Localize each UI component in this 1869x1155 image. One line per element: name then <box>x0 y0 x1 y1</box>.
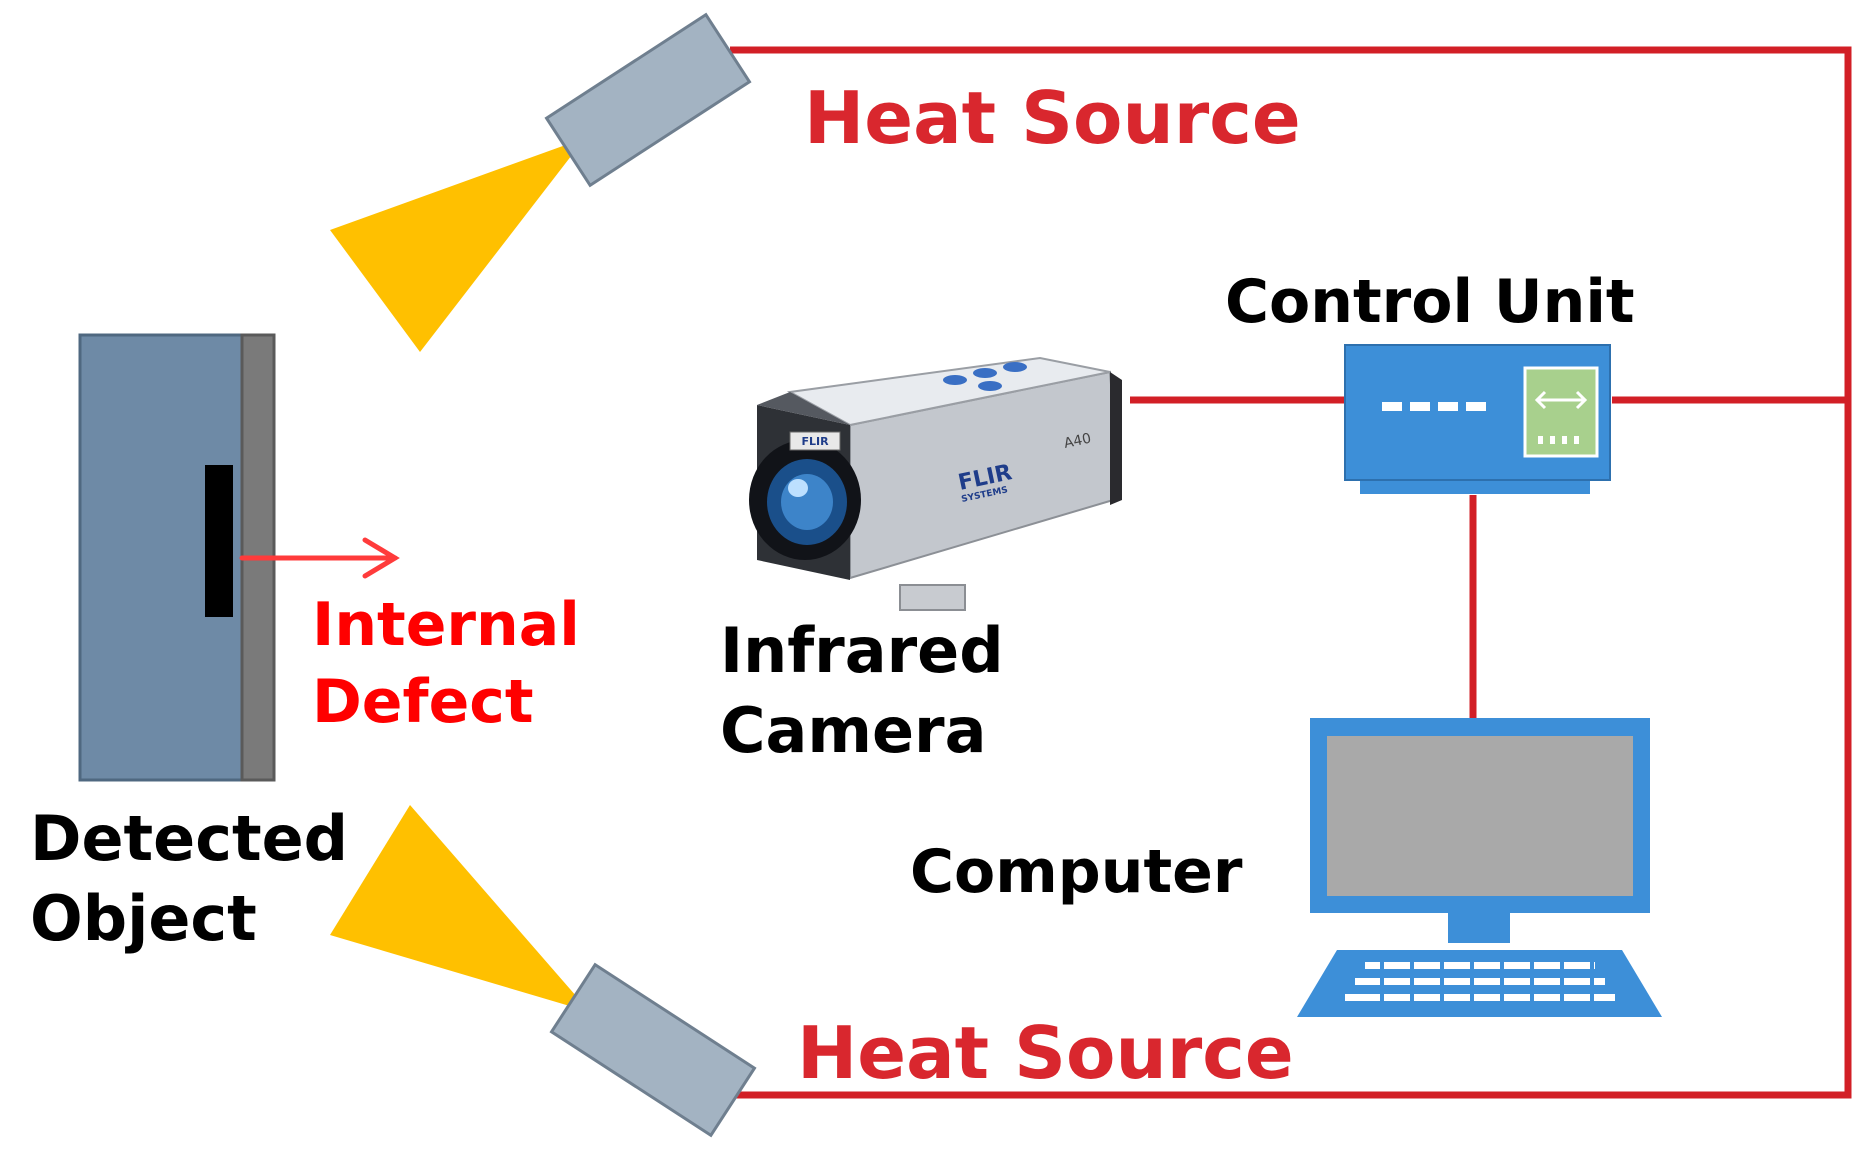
heat-source-top-icon <box>544 12 752 188</box>
infrared-camera-label-line2: Camera <box>720 694 986 767</box>
internal-defect-label-line2: Defect <box>312 667 534 737</box>
internal-defect-label-line1: Internal <box>312 590 580 660</box>
wiring <box>730 46 1852 1099</box>
detected-object <box>78 333 276 782</box>
infrared-camera-label-line1: Infrared <box>720 614 1004 687</box>
camera-model-text: A40 <box>1063 431 1093 452</box>
heat-source-bottom-label: Heat Source <box>797 1011 1294 1095</box>
defect-arrow <box>239 537 400 579</box>
infrared-camera-icon <box>749 356 1122 611</box>
camera-badge-text: FLIR <box>801 435 829 448</box>
heat-source-bottom-icon <box>549 962 757 1138</box>
control-unit-label: Control Unit <box>1225 267 1635 337</box>
heat-beam-bottom <box>330 805 590 1012</box>
detected-object-label-line2: Object <box>30 882 257 955</box>
internal-defect-mark <box>205 465 233 617</box>
computer-label: Computer <box>910 837 1243 907</box>
heat-beam-top <box>330 138 585 352</box>
wire-top-heat-source <box>730 46 1852 1099</box>
detected-object-label-line1: Detected <box>30 802 348 875</box>
heat-source-top-label: Heat Source <box>804 76 1301 160</box>
network-switch-icon <box>1344 344 1611 494</box>
desktop-computer-icon <box>1297 718 1662 1017</box>
